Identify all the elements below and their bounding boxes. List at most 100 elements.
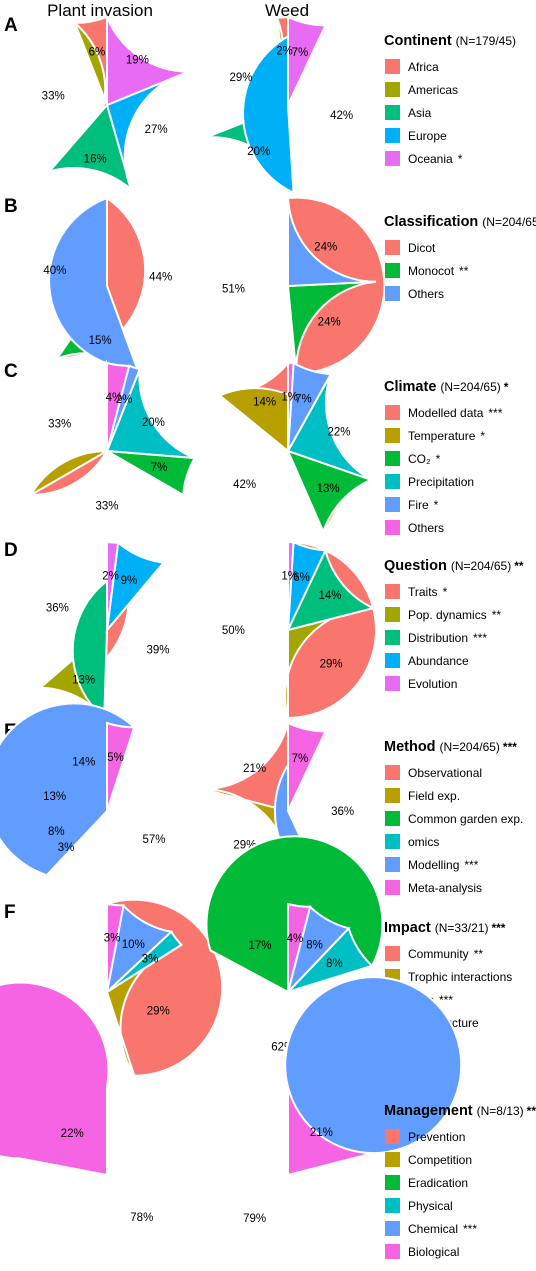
legend-swatch xyxy=(385,128,400,143)
legend-item: Americas xyxy=(408,83,458,97)
slice-label: 33% xyxy=(48,419,71,431)
slice-economy xyxy=(287,902,312,993)
legend-item-significance: * xyxy=(443,585,448,599)
legend-item: Competition xyxy=(408,1153,472,1167)
slice-label: 13% xyxy=(72,674,95,686)
legend-label: Oceania xyxy=(408,152,453,166)
legend-swatch xyxy=(385,1221,400,1236)
legend-item: Chemical *** xyxy=(408,1222,477,1236)
slice-label: 21% xyxy=(243,763,266,775)
legend-label: Asia xyxy=(408,106,432,120)
panel-letter: A xyxy=(4,15,18,36)
legend-significance: ** xyxy=(514,559,524,573)
pie-weed: 17%62%8%8%4% xyxy=(205,835,384,1053)
pie-weed: 2% 29% 20% 42% 7% xyxy=(205,15,353,195)
slice-label: 16% xyxy=(84,153,107,165)
slice-label: 21% xyxy=(310,1127,333,1139)
slice-label: 7% xyxy=(292,753,309,765)
legend-item: Abundance xyxy=(408,654,469,668)
slice-precipitation xyxy=(105,368,196,459)
slice-label: 57% xyxy=(142,834,165,846)
legend-label: Fire xyxy=(408,498,429,512)
slice-distribution xyxy=(286,547,377,632)
column-title-plant-invasion: Plant invasion xyxy=(47,1,153,20)
legend-swatch xyxy=(385,676,400,691)
slice-meta-analysis xyxy=(287,721,328,812)
legend-swatch xyxy=(385,105,400,120)
slice-dicot xyxy=(55,196,147,360)
legend-title: Impact (N=33/21) *** xyxy=(384,920,506,936)
legend-swatch xyxy=(385,286,400,301)
slice-label: 36% xyxy=(46,602,69,614)
slice-label: 14% xyxy=(253,397,276,409)
legend-sample-size: (N=179/45) xyxy=(456,34,516,48)
slice-label: 15% xyxy=(89,335,112,347)
slice-precipitation xyxy=(286,373,372,481)
slice-label: 79% xyxy=(243,1213,266,1225)
legend-label: Distribution xyxy=(408,631,468,645)
slice-label: 1% xyxy=(281,392,298,404)
slice-monocot xyxy=(286,280,376,374)
legend-item-significance: ** xyxy=(474,947,484,961)
panel-letter: D xyxy=(4,540,18,561)
legend-item: Field exp. xyxy=(408,789,460,803)
pie-plant-invasion: 33% 33% 7% 20% 2%4% xyxy=(27,359,197,513)
pie-weed: 14% 42% 13% 22% 7%1% xyxy=(216,360,374,535)
legend-item: Eradication xyxy=(408,1176,468,1190)
legend-title-text: Impact xyxy=(384,920,431,936)
slice-economy xyxy=(106,902,125,993)
legend: Question (N=204/65) **Traits *Pop. dynamics… xyxy=(384,558,524,691)
legend-label: Physical xyxy=(408,1199,453,1213)
slice-label: 13% xyxy=(317,483,340,495)
legend-title-text: Climate xyxy=(384,379,436,395)
slice-oceania xyxy=(106,16,189,107)
legend-item-significance: *** xyxy=(463,1222,477,1236)
legend-item: Precipitation xyxy=(408,475,474,489)
legend-title: Management (N=8/13)*** xyxy=(384,1103,536,1119)
slice-label: 5% xyxy=(107,752,124,764)
legend-item-significance: *** xyxy=(488,406,502,420)
slice-label: 19% xyxy=(126,55,149,67)
legend: Continent (N=179/45) Africa Americas Asia Eur… xyxy=(384,33,516,166)
legend-swatch xyxy=(385,497,400,512)
legend-label: Field exp. xyxy=(408,789,460,803)
legend-item-significance: *** xyxy=(473,631,487,645)
legend-item: Traits * xyxy=(408,585,448,599)
legend-swatch xyxy=(385,811,400,826)
legend-swatch xyxy=(385,857,400,872)
legend-item-significance: ** xyxy=(459,264,469,278)
legend-item: Fire * xyxy=(408,498,439,512)
legend-label: Africa xyxy=(408,60,439,74)
legend-swatch xyxy=(385,263,400,278)
slice-label: 6% xyxy=(293,572,310,584)
panel-d: D 36% 13% 39% 9%2% 50% 29% 14% 6%1% Question (N=20… xyxy=(4,539,524,721)
slice-label: 4% xyxy=(106,392,123,404)
panel-f: F55%29%3%10%3%17%62%8%8%4%Impact(N=33/21… xyxy=(4,835,512,1077)
legend-title: Continent (N=179/45) xyxy=(384,33,516,49)
legend-label: Prevention xyxy=(408,1130,465,1144)
slice-label: 3% xyxy=(58,842,75,854)
legend-item: Common garden exp. xyxy=(408,812,523,826)
legend-label: Biological xyxy=(408,1245,459,1259)
legend-significance: * xyxy=(504,380,509,394)
slice-label: 29% xyxy=(147,1006,170,1018)
legend-item: Prevention xyxy=(408,1130,465,1144)
slice-label: 8% xyxy=(48,826,65,838)
legend: Climate (N=204/65) *Modelled data ***Temper… xyxy=(384,379,509,535)
legend-label: Others xyxy=(408,287,444,301)
slice-label: 4% xyxy=(287,933,304,945)
legend-swatch xyxy=(385,474,400,489)
legend-label: Competition xyxy=(408,1153,472,1167)
legend-swatch xyxy=(385,1198,400,1213)
slice-label: 13% xyxy=(43,791,66,803)
legend-swatch xyxy=(385,880,400,895)
slice-label: 22% xyxy=(327,427,350,439)
legend-item: CO₂ * xyxy=(408,452,441,466)
slice-label: 7% xyxy=(295,394,312,406)
legend-significance: *** xyxy=(527,1104,536,1118)
pie-plant-invasion: 36% 13% 39% 9%2% xyxy=(37,539,170,721)
slice-label: 24% xyxy=(314,242,337,254)
legend-item: Dicot xyxy=(408,241,436,255)
legend-item: omics xyxy=(408,835,439,849)
legend-title-text: Method xyxy=(384,739,436,755)
